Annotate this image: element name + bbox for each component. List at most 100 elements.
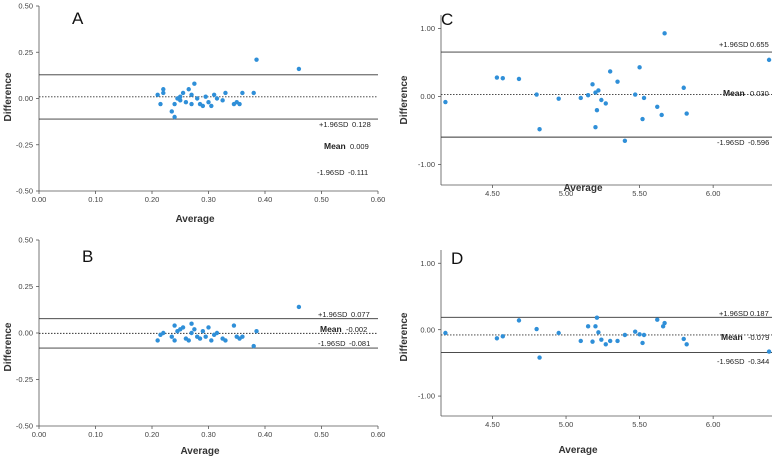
panel-b-data-point xyxy=(169,334,174,339)
panel-d-data-point xyxy=(641,332,647,338)
panel-c-data-point xyxy=(632,92,638,97)
panel-d: 1.00 0.00 -1.00 4.50 5.00 5.50 6.00 D Differen… xyxy=(399,249,772,456)
panel-b-xlabel: Average xyxy=(180,446,220,457)
panel-c-data-point xyxy=(766,57,772,63)
panel-d-data-point xyxy=(443,330,448,336)
panel-d-data-point xyxy=(500,334,505,339)
panel-d-axes: 1.00 0.00 -1.00 4.50 5.00 5.50 6.00 xyxy=(418,250,772,429)
panel-a-data-point xyxy=(195,96,200,101)
panel-c-data-point xyxy=(596,88,601,93)
panel-a-data-point xyxy=(192,81,197,86)
panel-d-y-tick-label: 0.00 xyxy=(420,325,435,334)
panel-a-data-point xyxy=(158,101,163,107)
panel-b-lower-label: -1.96SD xyxy=(318,339,346,348)
panel-d-upper-value: 0.187 xyxy=(750,309,769,318)
panel-c-data-point xyxy=(599,97,604,103)
panel-b-data-point xyxy=(180,325,186,330)
panel-a-data-point xyxy=(200,103,206,109)
panel-c-y-tick-label: 0.00 xyxy=(420,92,435,101)
panel-b-letter: B xyxy=(82,247,93,266)
panel-d-mean-label: Mean xyxy=(721,332,743,342)
panel-c-data-point xyxy=(500,76,505,81)
panel-c-y-tick-label: 1.00 xyxy=(420,24,435,33)
panel-a-data-point xyxy=(189,101,194,107)
panel-b: 0.500.250.00-0.25-0.500.00 0.10 0.20 0.30 0.… xyxy=(3,236,385,457)
panel-d-x-tick-label: 6.00 xyxy=(706,420,721,429)
panel-d-x-tick-label: 5.00 xyxy=(559,420,574,429)
panel-c-upper-value: 0.655 xyxy=(750,40,769,49)
panel-d-data-point xyxy=(603,342,608,347)
panel-c-data-point xyxy=(516,76,522,82)
panel-c-data-point xyxy=(615,79,620,84)
panel-b-data-point xyxy=(200,328,206,334)
panel-b-data-point xyxy=(192,327,197,332)
panel-c-data-point xyxy=(578,95,583,101)
panel-d-data-point xyxy=(660,324,666,329)
panel-a-data-point xyxy=(172,101,177,107)
panel-c-xlabel: Average xyxy=(563,183,603,194)
panel-a-x-tick-label: 0.40 xyxy=(258,195,273,204)
panel-a-y-tick-label: -0.25 xyxy=(16,140,33,149)
panel-a-data-point xyxy=(180,90,186,96)
panel-b-data-point xyxy=(240,334,245,339)
panel-a-axes: 0.500.250.00-0.25-0.500.00 0.10 0.20 0.30 0.… xyxy=(16,2,385,204)
panel-d-data-point xyxy=(766,349,772,354)
panel-d-data-point xyxy=(585,324,591,329)
panel-d-y-tick-label: 1.00 xyxy=(420,259,435,268)
panel-d-xlabel: Average xyxy=(558,445,598,456)
panel-d-data-point xyxy=(622,332,628,338)
panel-c-data-point xyxy=(659,112,664,118)
panel-d-data-point xyxy=(599,337,604,342)
panel-a-data-point xyxy=(183,100,189,105)
panel-c-data-point xyxy=(443,99,448,105)
panel-a-xlabel: Average xyxy=(175,214,215,225)
panel-d-data-point xyxy=(537,355,542,360)
panel-a-mean-value: 0.009 xyxy=(350,142,369,151)
panel-b-y-tick-label: -0.50 xyxy=(16,422,33,431)
panel-d-data-point xyxy=(534,326,539,332)
panel-c-x-tick-label: 5.50 xyxy=(632,189,647,198)
panel-b-y-tick-label: 0.25 xyxy=(18,282,33,291)
panel-a-lower-label: -1.96SD xyxy=(317,168,345,177)
panel-b-data-point xyxy=(161,330,166,336)
panel-b-data-point xyxy=(189,330,194,336)
panel-d-data-point xyxy=(632,329,638,334)
panel-c-x-tick-label: 4.50 xyxy=(485,189,500,198)
panel-a-data-point xyxy=(254,57,259,62)
panel-a-x-tick-label: 0.60 xyxy=(371,195,386,204)
panel-a-data-point xyxy=(240,90,245,96)
panel-a-data-point xyxy=(206,100,211,105)
panel-a-data-point xyxy=(155,92,160,98)
panel-c-x-tick-label: 6.00 xyxy=(706,189,721,198)
panel-b-upper-label: +1.96SD xyxy=(318,310,348,319)
panel-c-lower-value: -0.596 xyxy=(748,138,769,147)
panel-b-y-tick-label: 0.50 xyxy=(18,236,33,245)
panel-d-lower-label: -1.96SD xyxy=(717,357,745,366)
panel-d-data-point xyxy=(494,336,500,341)
panel-a-data-point xyxy=(186,87,191,92)
panel-d-upper-label: +1.96SD xyxy=(719,309,749,318)
panel-a: 0.500.250.00-0.25-0.500.00 0.10 0.20 0.30 0.… xyxy=(3,2,385,225)
panel-d-lower-value: -0.344 xyxy=(748,357,769,366)
panel-c-mean-value: 0.030 xyxy=(750,89,769,98)
panel-b-data-point xyxy=(186,338,191,343)
panel-b-data-point xyxy=(223,338,228,343)
panel-a-y-tick-label: 0.25 xyxy=(18,48,33,57)
panel-a-data-point xyxy=(178,98,183,103)
panel-a-lower-value: -0.111 xyxy=(348,168,368,177)
panel-d-y-tick-label: -1.00 xyxy=(418,392,435,401)
panel-a-letter: A xyxy=(72,9,84,28)
panel-a-data-point xyxy=(161,87,166,92)
panel-b-data-point xyxy=(172,323,177,328)
panel-d-data-point xyxy=(594,315,600,320)
panel-b-upper-value: 0.077 xyxy=(351,310,370,319)
panel-c-upper-label: +1.96SD xyxy=(719,40,749,49)
panel-c-data-point xyxy=(655,104,660,110)
panel-d-data-point xyxy=(578,338,583,344)
panel-d-data-point xyxy=(640,340,645,346)
panel-c-data-point xyxy=(494,75,500,80)
panel-c-data-point xyxy=(556,96,561,101)
panel-d-x-tick-label: 4.50 xyxy=(485,420,500,429)
panel-c: 1.00 0.00 -1.00 4.50 5.00 5.50 6.00 C Differen… xyxy=(399,10,772,198)
